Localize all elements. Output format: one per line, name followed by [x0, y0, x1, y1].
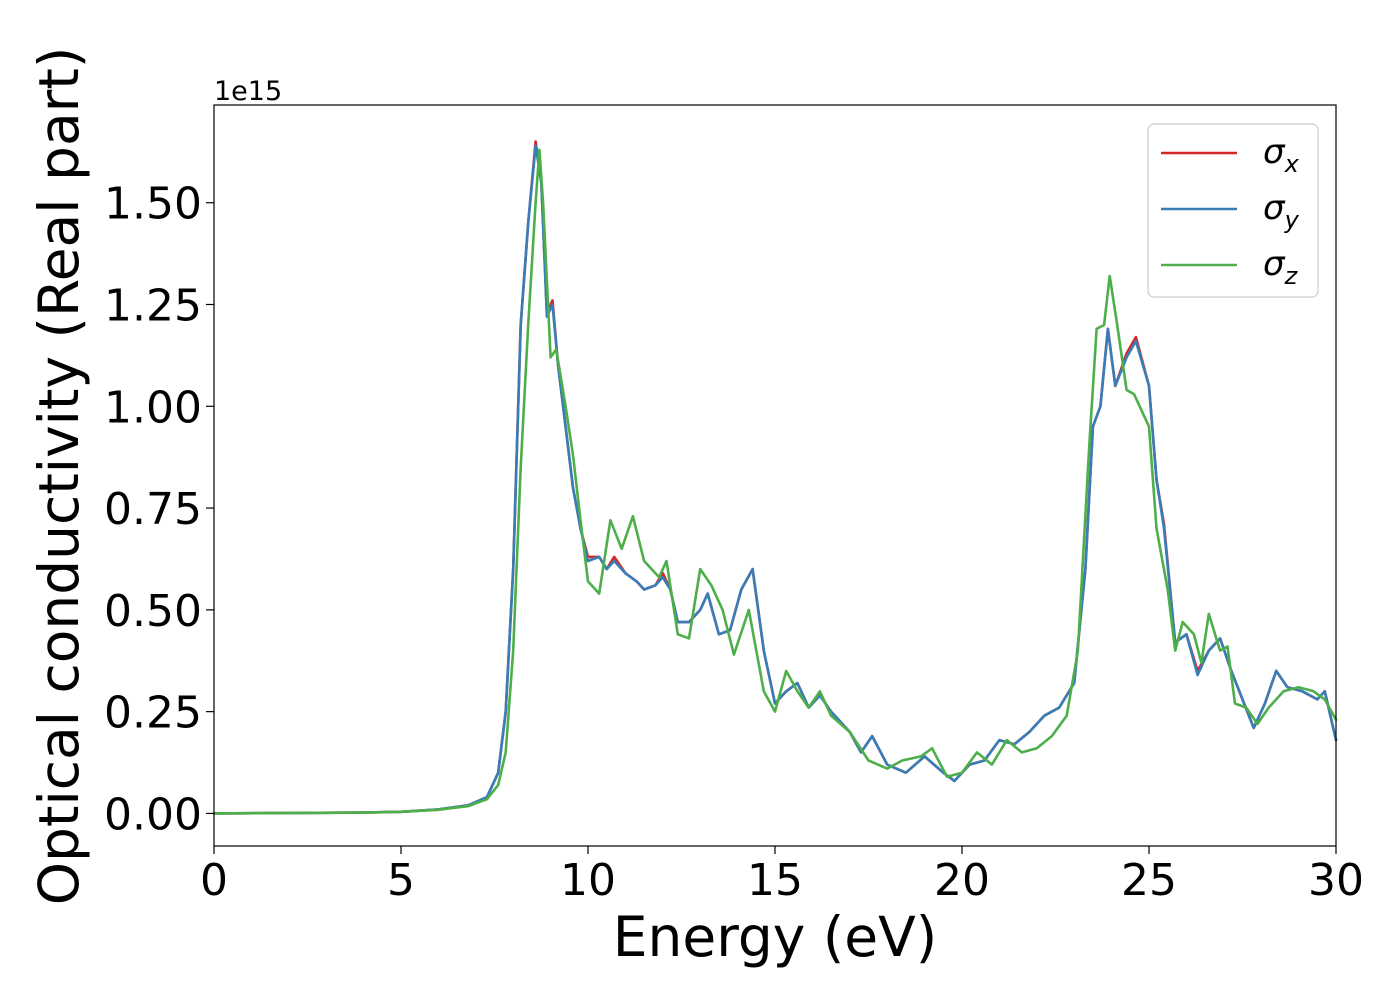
- y-tick-label: 1.00: [104, 382, 202, 433]
- x-tick-label: 25: [1121, 855, 1177, 906]
- x-tick-label: 10: [560, 855, 616, 906]
- y-axis-ticks: 0.00 0.25 0.50 0.75 1.00 1.25 1.50: [104, 179, 214, 840]
- legend-box: [1147, 123, 1319, 298]
- x-axis-title: Energy (eV): [613, 905, 937, 969]
- y-tick-label: 0.75: [104, 484, 202, 535]
- series-layer: [212, 140, 1338, 815]
- x-tick-label: 0: [200, 855, 228, 906]
- y-tick-label: 0.00: [104, 789, 202, 840]
- y-axis-title: Optical conductivity (Real part): [27, 47, 91, 906]
- x-tick-label: 20: [934, 855, 990, 906]
- y-tick-label: 0.25: [104, 688, 202, 739]
- x-axis-ticks: 0 5 10 15 20 25 30: [200, 846, 1364, 906]
- series-line-z: [212, 148, 1338, 815]
- y-offset-text: 1e15: [214, 76, 282, 107]
- y-tick-label: 1.25: [104, 281, 202, 332]
- y-tick-label: 0.50: [104, 586, 202, 637]
- x-tick-label: 15: [747, 855, 803, 906]
- x-tick-label: 30: [1308, 855, 1364, 906]
- x-tick-label: 5: [387, 855, 415, 906]
- y-tick-label: 1.50: [104, 179, 202, 230]
